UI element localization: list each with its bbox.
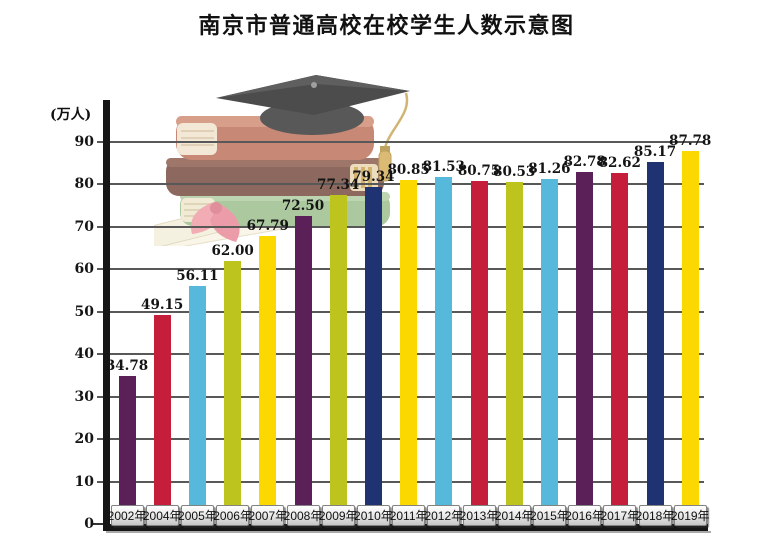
tassel-knot bbox=[380, 146, 390, 152]
x-category-chip-2005年: 2005年 bbox=[178, 505, 217, 526]
bar-value-label: 81.26 bbox=[528, 160, 571, 177]
x-category-chip-2019年: 2019年 bbox=[671, 505, 710, 526]
bar-value-label: 77.34 bbox=[317, 177, 360, 194]
x-category-chip-2016年: 2016年 bbox=[565, 505, 604, 526]
bar-2016年 bbox=[576, 172, 594, 524]
bar-2010年 bbox=[364, 186, 382, 524]
bar-2004年 bbox=[153, 315, 171, 524]
bar-2002年 bbox=[118, 376, 136, 524]
x-category-chip-2014年: 2014年 bbox=[495, 505, 534, 526]
tassel-cord bbox=[383, 92, 409, 149]
bar-2018年 bbox=[646, 162, 664, 524]
y-tick-label-70: 70 bbox=[74, 218, 94, 235]
x-axis-line bbox=[103, 524, 708, 531]
bar-value-label: 82.62 bbox=[598, 154, 641, 171]
bar-2017年 bbox=[611, 172, 629, 524]
bar-value-label: 82.78 bbox=[563, 154, 606, 171]
y-tick-label-10: 10 bbox=[74, 473, 94, 490]
bar-2015年 bbox=[540, 178, 558, 524]
y-tick-label-90: 90 bbox=[74, 133, 94, 150]
bar-value-label: 85.17 bbox=[633, 144, 677, 161]
bar-value-label: 87.78 bbox=[669, 132, 712, 149]
y-tick-label-30: 30 bbox=[74, 388, 94, 405]
bar-2019年 bbox=[681, 150, 699, 524]
bar-2011年 bbox=[400, 180, 418, 524]
bar-2006年 bbox=[224, 260, 242, 524]
bar-2013年 bbox=[470, 180, 488, 524]
bar-value-label: 62.00 bbox=[211, 242, 254, 259]
bar-value-label: 67.79 bbox=[246, 217, 289, 234]
bar-2009年 bbox=[329, 195, 347, 524]
x-category-chip-2004年: 2004年 bbox=[143, 505, 182, 526]
bar-2012年 bbox=[435, 177, 453, 524]
x-category-chip-2007年: 2007年 bbox=[248, 505, 287, 526]
bar-value-label: 34.78 bbox=[105, 358, 149, 375]
bar-value-label: 80.53 bbox=[493, 163, 536, 180]
bar-value-label: 81.53 bbox=[422, 159, 465, 176]
x-category-chip-2012年: 2012年 bbox=[424, 505, 463, 526]
x-category-chip-2010年: 2010年 bbox=[354, 505, 393, 526]
x-category-chip-2013年: 2013年 bbox=[460, 505, 498, 526]
chart-title: 南京市普通高校在校学生人数示意图 bbox=[198, 13, 575, 38]
x-category-chip-2006年: 2006年 bbox=[213, 505, 252, 526]
y-tick-label-50: 50 bbox=[74, 303, 94, 320]
x-category-chip-2011年: 2011年 bbox=[390, 505, 428, 526]
x-axis-shadow bbox=[106, 531, 711, 533]
x-category-chip-2015年: 2015年 bbox=[530, 505, 569, 526]
mortarboard-cap bbox=[216, 75, 410, 182]
y-axis-line bbox=[103, 100, 110, 531]
bar-value-label: 80.75 bbox=[457, 162, 501, 179]
x-category-chip-2009年: 2009年 bbox=[319, 505, 358, 526]
bar-value-label: 72.50 bbox=[281, 197, 325, 214]
y-tick-label-60: 60 bbox=[74, 261, 94, 277]
x-category-chip-2017年: 2017年 bbox=[600, 505, 639, 526]
y-axis-unit-label: (万人) bbox=[50, 107, 92, 123]
x-category-chip-2002年: 2002年 bbox=[108, 505, 146, 526]
y-tick-label-0: 0 bbox=[84, 516, 94, 532]
x-category-chip-2018年: 2018年 bbox=[636, 505, 674, 526]
bar-value-label: 80.85 bbox=[387, 162, 430, 179]
y-tick-dash-0 bbox=[93, 523, 109, 525]
bar-value-label: 49.15 bbox=[141, 297, 184, 314]
y-tick-label-20: 20 bbox=[74, 431, 94, 447]
bar-2008年 bbox=[294, 215, 312, 524]
tassel-tip bbox=[378, 150, 392, 182]
bar-2005年 bbox=[188, 285, 206, 524]
y-tick-label-40: 40 bbox=[74, 346, 94, 362]
gridline-90 bbox=[97, 140, 704, 143]
x-category-chip-2008年: 2008年 bbox=[284, 505, 322, 526]
bar-2007年 bbox=[259, 235, 277, 524]
bar-2014年 bbox=[505, 181, 523, 524]
bar-value-label: 56.11 bbox=[176, 267, 219, 284]
y-tick-label-80: 80 bbox=[74, 176, 94, 192]
bar-value-label: 79.34 bbox=[352, 168, 395, 185]
